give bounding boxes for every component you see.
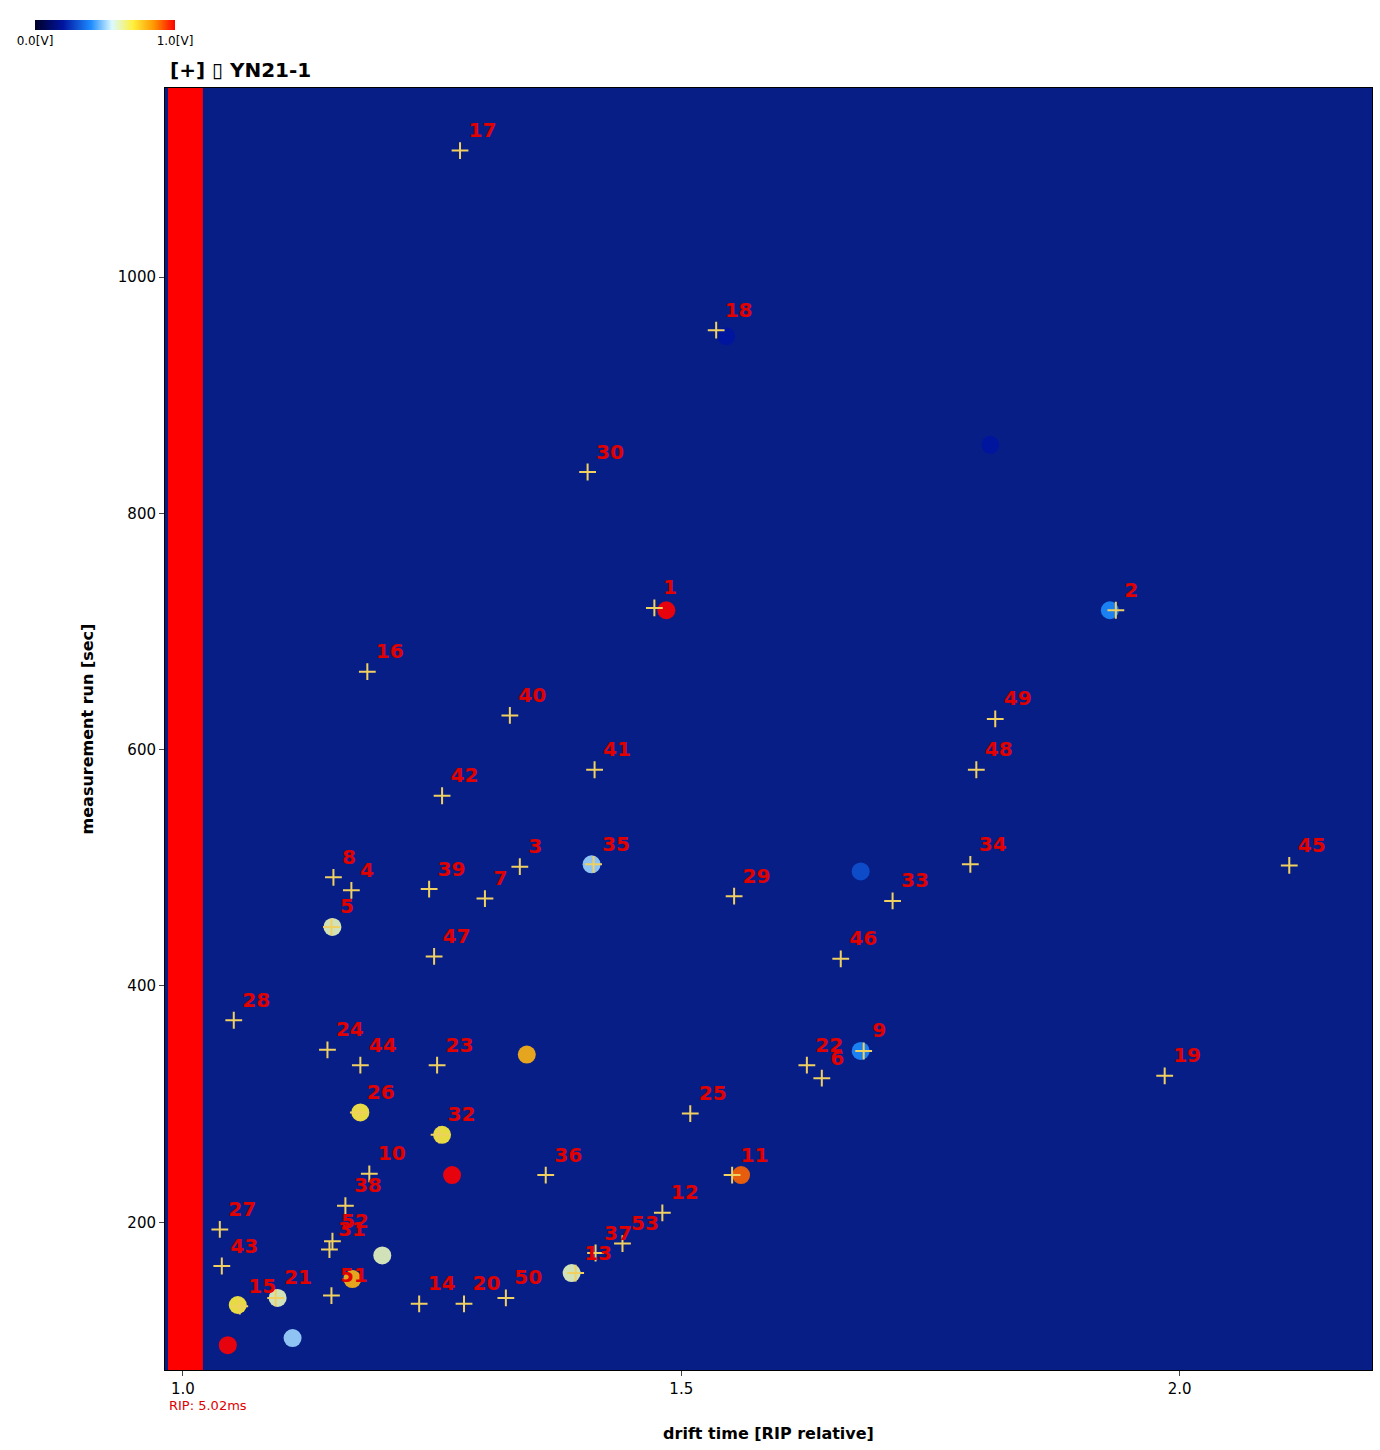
- svg-text:21: 21: [284, 1265, 312, 1289]
- svg-text:[+] ▯ YN21-1: [+] ▯ YN21-1: [170, 58, 311, 82]
- svg-text:53: 53: [631, 1211, 659, 1235]
- svg-text:2.0: 2.0: [1168, 1380, 1192, 1398]
- svg-text:12: 12: [671, 1180, 699, 1204]
- svg-text:1: 1: [663, 575, 677, 599]
- svg-text:4: 4: [360, 858, 374, 882]
- svg-text:7: 7: [493, 866, 507, 890]
- svg-text:1000: 1000: [118, 268, 156, 286]
- svg-text:RIP: 5.02ms: RIP: 5.02ms: [169, 1398, 247, 1413]
- svg-text:30: 30: [596, 440, 624, 464]
- svg-text:24: 24: [336, 1017, 364, 1041]
- svg-text:39: 39: [438, 857, 466, 881]
- svg-text:47: 47: [443, 924, 471, 948]
- svg-text:46: 46: [849, 926, 877, 950]
- svg-text:32: 32: [448, 1102, 476, 1126]
- svg-text:15: 15: [248, 1274, 276, 1298]
- svg-text:8: 8: [342, 845, 356, 869]
- svg-text:11: 11: [741, 1143, 769, 1167]
- svg-text:26: 26: [367, 1080, 395, 1104]
- svg-text:18: 18: [725, 298, 753, 322]
- svg-text:1.5: 1.5: [669, 1380, 693, 1398]
- svg-text:200: 200: [127, 1214, 156, 1232]
- svg-text:23: 23: [446, 1033, 474, 1057]
- svg-text:600: 600: [127, 741, 156, 759]
- svg-text:48: 48: [985, 737, 1013, 761]
- svg-text:2: 2: [1124, 578, 1138, 602]
- svg-text:1.0[V]: 1.0[V]: [157, 34, 194, 48]
- svg-text:22: 22: [815, 1033, 843, 1057]
- svg-text:27: 27: [228, 1197, 256, 1221]
- svg-text:25: 25: [699, 1081, 727, 1105]
- svg-text:10: 10: [378, 1141, 406, 1165]
- svg-text:800: 800: [127, 505, 156, 523]
- svg-text:13: 13: [584, 1241, 612, 1265]
- svg-text:38: 38: [354, 1173, 382, 1197]
- svg-text:0.0[V]: 0.0[V]: [17, 34, 54, 48]
- svg-text:measurement run [sec]: measurement run [sec]: [78, 624, 97, 835]
- svg-text:45: 45: [1298, 833, 1326, 857]
- svg-text:1.0: 1.0: [171, 1380, 195, 1398]
- svg-text:37: 37: [604, 1221, 632, 1245]
- svg-text:52: 52: [341, 1209, 369, 1233]
- svg-text:28: 28: [242, 988, 270, 1012]
- svg-text:16: 16: [376, 639, 404, 663]
- svg-text:20: 20: [473, 1271, 501, 1295]
- svg-text:17: 17: [469, 118, 497, 142]
- svg-text:49: 49: [1004, 686, 1032, 710]
- svg-text:40: 40: [518, 683, 546, 707]
- svg-text:9: 9: [872, 1018, 886, 1042]
- svg-text:33: 33: [901, 868, 929, 892]
- svg-text:400: 400: [127, 977, 156, 995]
- svg-text:34: 34: [979, 832, 1007, 856]
- svg-text:36: 36: [554, 1143, 582, 1167]
- svg-text:drift time [RIP relative]: drift time [RIP relative]: [663, 1424, 874, 1443]
- svg-text:19: 19: [1173, 1043, 1201, 1067]
- svg-text:29: 29: [743, 864, 771, 888]
- svg-text:51: 51: [340, 1263, 368, 1287]
- svg-text:31: 31: [338, 1217, 366, 1241]
- svg-text:6: 6: [830, 1046, 844, 1070]
- svg-text:41: 41: [603, 737, 631, 761]
- svg-text:50: 50: [514, 1265, 542, 1289]
- svg-text:3: 3: [528, 834, 542, 858]
- svg-text:42: 42: [451, 763, 479, 787]
- svg-text:43: 43: [230, 1234, 258, 1258]
- svg-text:14: 14: [428, 1271, 456, 1295]
- svg-text:5: 5: [340, 894, 354, 918]
- svg-text:44: 44: [369, 1033, 397, 1057]
- svg-text:35: 35: [602, 832, 630, 856]
